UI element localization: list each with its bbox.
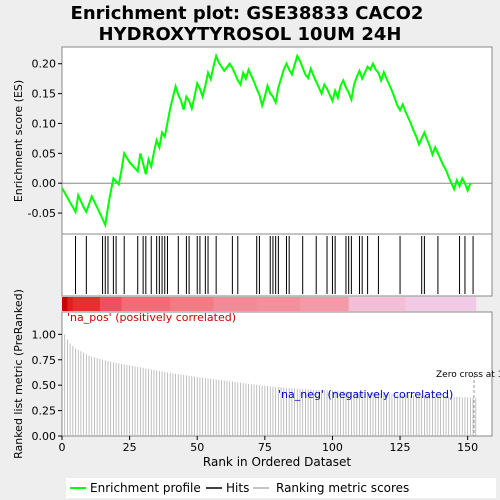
color-bar-segment (405, 297, 477, 311)
legend-ranking-label: Ranking metric scores (276, 481, 409, 495)
color-bar-segment (213, 297, 258, 311)
pos-corr-label: 'na_pos' (positively correlated) (67, 311, 236, 324)
es-y-tick-label: 0.00 (32, 177, 57, 190)
hits-panel (61, 233, 493, 297)
x-tick-label: 125 (390, 441, 411, 454)
x-tick-label: 25 (123, 441, 137, 454)
enrichment-profile-line (61, 52, 472, 229)
x-tick-label: 75 (258, 441, 272, 454)
legend-hits-label: Hits (226, 481, 249, 495)
x-tick-label: 150 (457, 441, 478, 454)
es-y-axis: -0.05 0.00 0.05 0.10 0.15 0.20 (28, 58, 62, 220)
color-bar-segment (256, 297, 301, 311)
ranking-y-tick-label: 0.50 (32, 379, 57, 392)
es-y-tick-label: -0.05 (28, 207, 56, 220)
neg-corr-label: 'na_neg' (negatively correlated) (278, 388, 453, 401)
chart-title-line1: Enrichment plot: GSE38833 CACO2 (71, 3, 424, 24)
color-bar-segment (121, 297, 171, 311)
legend: Enrichment profile Hits Ranking metric s… (66, 478, 496, 498)
es-y-tick-label: 0.20 (32, 58, 57, 71)
ranking-metric-bars (64, 334, 477, 436)
ranking-y-axis: 0.00 0.25 0.50 0.75 1.00 (32, 328, 62, 443)
ranking-y-tick-label: 1.00 (32, 328, 57, 341)
es-y-tick-label: 0.10 (32, 117, 57, 130)
ranking-color-bar (62, 297, 477, 311)
ranking-y-axis-label: Ranked list metric (PreRanked) (12, 289, 25, 459)
color-bar-segment (170, 297, 214, 311)
x-axis: 0 25 50 75 100 125 150 (59, 436, 478, 454)
es-y-axis-label: Enrichment score (ES) (12, 80, 25, 202)
zero-cross-label: Zero cross at 153 (436, 370, 500, 380)
chart-title-line2: HYDROXYTYROSOL 10UM 24H (99, 24, 402, 45)
es-y-tick-label: 0.05 (32, 147, 57, 160)
color-bar-segment (99, 297, 122, 311)
color-bar-segment (67, 297, 74, 311)
legend-es-label: Enrichment profile (90, 481, 201, 495)
color-bar-segment (72, 297, 101, 311)
color-bar-segment (299, 297, 350, 311)
x-tick-label: 50 (190, 441, 204, 454)
x-axis-label: Rank in Ordered Dataset (203, 455, 351, 469)
hits-group (75, 236, 474, 294)
color-bar-segment (348, 297, 406, 311)
es-y-tick-label: 0.15 (32, 88, 57, 101)
ranking-y-tick-label: 0.00 (32, 430, 57, 443)
ranking-panel (61, 311, 493, 437)
x-tick-label: 0 (59, 441, 66, 454)
x-tick-label: 100 (322, 441, 343, 454)
ranking-y-tick-label: 0.75 (32, 354, 57, 367)
color-bar-segment (62, 297, 68, 311)
ranking-y-tick-label: 0.25 (32, 405, 57, 418)
